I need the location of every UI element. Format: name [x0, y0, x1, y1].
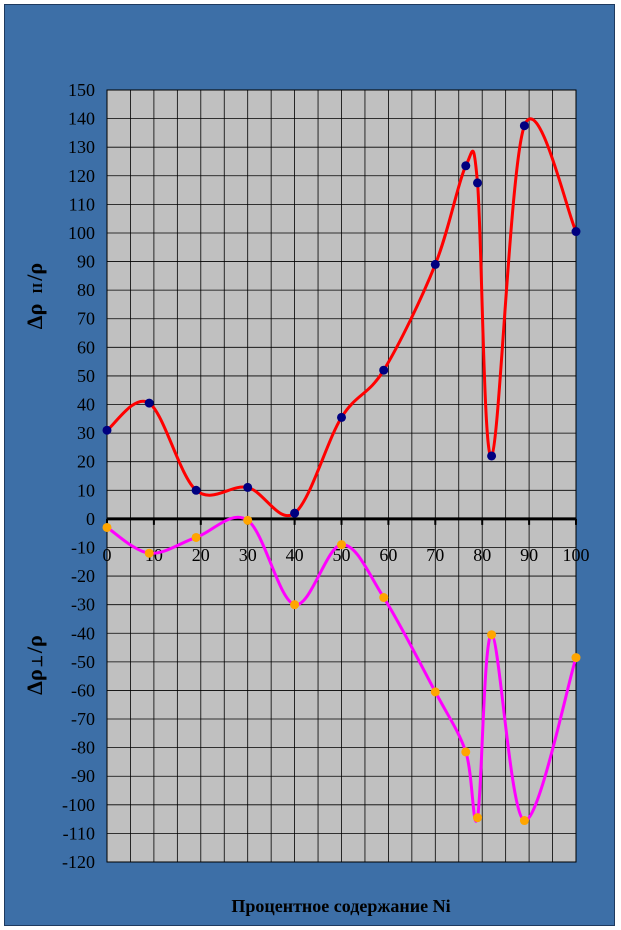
data-point	[102, 522, 112, 532]
y-tick-label: 50	[77, 366, 95, 386]
x-tick-label: 30	[239, 545, 257, 565]
x-tick-label: 90	[520, 545, 538, 565]
data-point	[337, 412, 346, 422]
y-tick-label: 40	[77, 395, 95, 415]
series-group	[102, 117, 581, 826]
data-point	[430, 687, 440, 697]
x-tick-label: 60	[379, 545, 397, 565]
y-tick-label: 20	[77, 452, 95, 472]
y-label-parallel-main: Δρ	[22, 304, 47, 330]
data-point	[461, 161, 471, 171]
y-tick-label: -40	[71, 623, 95, 643]
y-tick-label: 10	[77, 480, 95, 500]
y-tick-label: -30	[71, 595, 95, 615]
data-point	[461, 747, 471, 757]
y-tick-label: -10	[71, 537, 95, 557]
y-label-perp-main: Δρ	[22, 669, 47, 695]
y-tick-label: -100	[62, 795, 95, 815]
y-tick-label: 100	[68, 223, 95, 243]
y-tick-label: -70	[71, 709, 95, 729]
data-point	[571, 227, 581, 237]
data-point	[102, 425, 112, 435]
y-tick-label: -60	[71, 680, 95, 700]
x-tick-label: 20	[192, 545, 210, 565]
y-tick-label: 90	[77, 252, 95, 272]
y-label-parallel-tail: /ρ	[22, 263, 47, 282]
y-tick-label: 110	[69, 194, 95, 214]
y-label-perp-tail: /ρ	[22, 635, 47, 654]
y-label-perp: Δρ ⊥/ρ	[22, 635, 47, 695]
data-point	[337, 540, 346, 550]
x-tick-label: 100	[563, 545, 590, 565]
data-point	[487, 630, 497, 640]
data-point	[243, 482, 253, 492]
x-tick-label: 70	[426, 545, 444, 565]
y-tick-label: -80	[71, 738, 95, 758]
y-tick-label: -20	[71, 566, 95, 586]
data-point	[379, 365, 389, 375]
gridlines	[106, 89, 577, 863]
y-tick-label: -120	[62, 852, 95, 872]
data-point	[379, 593, 389, 603]
series-line-2	[106, 515, 578, 823]
x-tick-label: 50	[333, 545, 351, 565]
y-tick-label: -110	[63, 823, 95, 843]
x-tick-label: 40	[286, 545, 304, 565]
y-tick-label: 120	[68, 166, 95, 186]
x-tick-label: 0	[103, 545, 112, 565]
y-tick-label: 70	[77, 309, 95, 329]
y-tick-label: 140	[68, 109, 95, 129]
y-tick-label: 0	[86, 509, 95, 529]
y-label-parallel: Δρ II/ρ	[22, 263, 47, 329]
x-tick-label: 80	[473, 545, 491, 565]
data-point	[519, 121, 529, 131]
y-tick-label: 150	[68, 80, 95, 100]
y-label-perp-sub: ⊥	[31, 655, 46, 667]
data-point	[144, 398, 154, 408]
y-tick-label: 60	[77, 337, 95, 357]
y-tick-label: 80	[77, 280, 95, 300]
data-point	[144, 548, 154, 558]
data-point	[243, 515, 253, 525]
data-point	[473, 178, 483, 188]
data-point	[487, 451, 497, 461]
y-label-parallel-sub: II	[31, 283, 46, 294]
data-point	[519, 816, 529, 826]
data-point	[290, 508, 300, 518]
data-point	[191, 485, 201, 495]
y-tick-label: 130	[68, 137, 95, 157]
y-tick-label: -90	[71, 766, 95, 786]
y-tick-label: 30	[77, 423, 95, 443]
data-point	[290, 600, 300, 610]
x-axis-label: Процентное содержание Ni	[231, 896, 450, 916]
data-point	[430, 259, 440, 269]
data-point	[191, 532, 201, 542]
data-point	[571, 653, 581, 663]
data-point	[473, 813, 483, 823]
y-tick-label: -50	[71, 652, 95, 672]
plot-border	[106, 89, 577, 863]
y-tick-labels: 1501401301201101009080706050403020100-10…	[62, 80, 95, 872]
